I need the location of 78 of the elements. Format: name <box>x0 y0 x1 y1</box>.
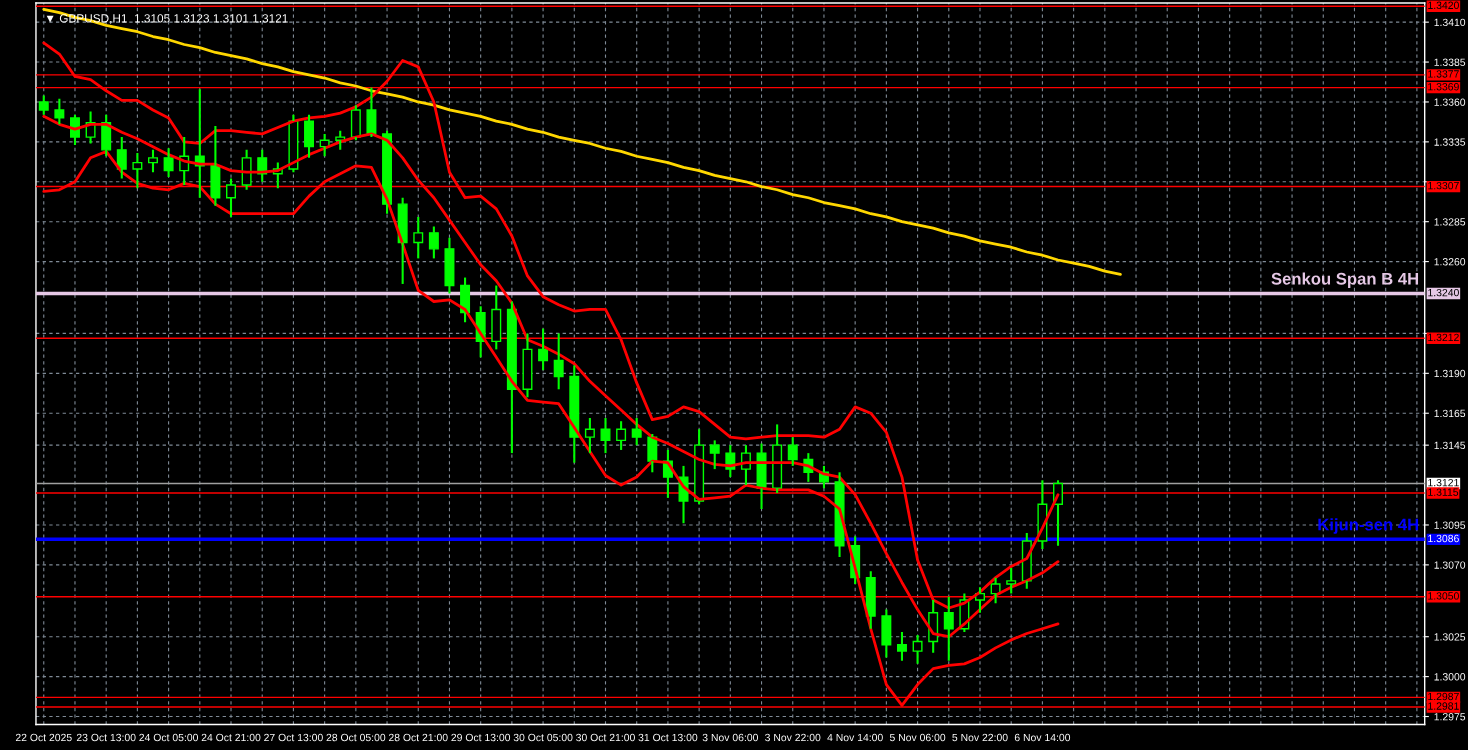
candlestick <box>148 148 158 174</box>
x-tick-label: 4 Nov 14:00 <box>827 733 883 742</box>
x-tick-label: 5 Nov 06:00 <box>889 733 946 742</box>
x-tick-label: 28 Oct 21:00 <box>388 733 448 742</box>
ref-line-label: 1.3050 <box>1428 592 1459 600</box>
x-tick-label: 24 Oct 21:00 <box>201 733 261 742</box>
y-tick-label: 1.3000 <box>1434 673 1466 681</box>
candlestick <box>163 147 174 179</box>
ref-line-label: 1.2987 <box>1428 692 1459 701</box>
y-tick-label: 1.3360 <box>1434 98 1466 106</box>
y-tick-label: 1.3410 <box>1434 18 1466 27</box>
candlestick <box>772 423 783 495</box>
ref-line-label: 1.2981 <box>1428 702 1459 710</box>
x-tick-label: 22 Oct 2025 <box>15 733 72 742</box>
y-tick-label: 1.3095 <box>1434 521 1466 529</box>
line-series <box>42 7 1122 276</box>
candlestick <box>413 215 424 260</box>
ref-line-label: 1.3420 <box>1428 1 1459 9</box>
ref-line-label: 1.3369 <box>1428 83 1459 91</box>
x-tick-label: 23 Oct 13:00 <box>76 733 136 742</box>
y-tick-label: 1.3285 <box>1434 218 1466 226</box>
candlestick <box>631 416 642 447</box>
ref-line-label: 1.3121 <box>1428 478 1459 487</box>
candlestick <box>865 570 876 630</box>
candlestick <box>709 439 720 471</box>
candlestick <box>226 177 236 218</box>
candlestick <box>491 284 502 351</box>
candlestick <box>335 129 346 151</box>
ref-line-label: 1.3115 <box>1428 488 1459 496</box>
x-tick-label: 3 Nov 22:00 <box>765 733 821 742</box>
x-tick-label: 27 Oct 13:00 <box>264 733 323 742</box>
y-tick-label: 1.3335 <box>1434 138 1466 146</box>
y-tick-label: 1.3070 <box>1434 561 1466 569</box>
candlestick <box>896 630 907 662</box>
annotation: Senkou Span B 4H <box>1271 272 1419 288</box>
y-tick-label: 1.3145 <box>1434 441 1466 450</box>
candlestick <box>506 300 517 455</box>
candlestick <box>990 576 1001 605</box>
candlestick <box>444 236 455 295</box>
candlestick <box>54 97 65 126</box>
candlestick <box>210 124 221 207</box>
x-tick-label: 5 Nov 22:00 <box>952 733 1008 742</box>
x-tick-label: 24 Oct 05:00 <box>139 733 199 742</box>
candlestick <box>116 136 127 180</box>
x-tick-label: 30 Oct 05:00 <box>513 733 573 742</box>
annotation: Kijun-sen 4H <box>1318 518 1419 534</box>
candlestick <box>38 94 49 116</box>
candlestick <box>522 332 533 399</box>
x-tick-label: 29 Oct 13:00 <box>451 733 511 742</box>
y-tick-label: 1.3190 <box>1434 369 1466 378</box>
candlestick <box>397 196 408 285</box>
y-tick-label: 1.3260 <box>1434 258 1466 266</box>
ref-line-label: 1.3240 <box>1428 288 1459 297</box>
candlestick <box>538 327 549 372</box>
y-tick-label: 1.3385 <box>1434 58 1466 66</box>
candlestick <box>428 225 439 260</box>
ref-line-label: 1.3377 <box>1428 70 1459 78</box>
x-tick-label: 6 Nov 14:00 <box>1014 733 1071 742</box>
ref-line-label: 1.3086 <box>1428 534 1459 543</box>
candlestick <box>569 364 580 464</box>
x-tick-label: 28 Oct 05:00 <box>326 733 386 742</box>
x-tick-label: 31 Oct 13:00 <box>638 733 698 742</box>
candlestick <box>1006 567 1017 595</box>
candlestick <box>943 595 954 662</box>
candlestick <box>787 436 798 467</box>
y-tick-label: 1.3025 <box>1434 633 1466 641</box>
candlestick <box>584 416 595 455</box>
ref-line-label: 1.3212 <box>1428 333 1459 342</box>
ref-line-label: 1.3307 <box>1428 181 1459 190</box>
candlestick <box>132 152 143 190</box>
x-tick-label: 3 Nov 06:00 <box>702 733 759 742</box>
candlestick <box>304 113 315 159</box>
candlestick <box>241 148 252 191</box>
candlestick <box>616 420 627 451</box>
x-tick-label: 30 Oct 21:00 <box>576 733 635 742</box>
y-tick-label: 1.3165 <box>1434 409 1466 418</box>
candlestick <box>912 634 923 665</box>
y-tick-label: 1.2975 <box>1434 713 1466 721</box>
